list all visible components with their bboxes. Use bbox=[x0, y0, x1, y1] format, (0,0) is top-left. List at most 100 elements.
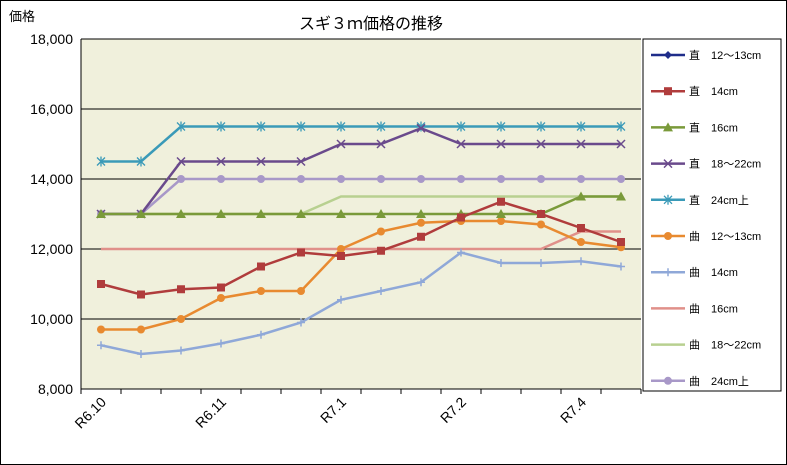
series-lines bbox=[96, 121, 626, 358]
data-point bbox=[96, 209, 106, 218]
data-point bbox=[663, 194, 673, 205]
legend-entry: 曲 24cm上 bbox=[651, 375, 749, 388]
legend-entry: 曲 18～22cm bbox=[651, 339, 761, 352]
series-line bbox=[101, 125, 621, 163]
data-point bbox=[497, 197, 505, 206]
legend-label: 曲 16cm bbox=[689, 302, 738, 315]
data-point bbox=[217, 339, 225, 348]
x-tick-label: R7.4 bbox=[557, 394, 589, 426]
y-tick-label: 12,000 bbox=[30, 241, 73, 257]
series-6 bbox=[97, 248, 625, 358]
data-point bbox=[617, 238, 625, 246]
data-point bbox=[377, 287, 385, 295]
legend-label: 直 24cm上 bbox=[689, 193, 749, 207]
data-point bbox=[136, 209, 146, 218]
data-point bbox=[97, 280, 105, 288]
data-point bbox=[577, 224, 585, 232]
data-point bbox=[617, 262, 625, 271]
data-point bbox=[177, 285, 185, 294]
data-point bbox=[337, 175, 345, 183]
data-point bbox=[177, 346, 185, 355]
data-point bbox=[97, 341, 105, 350]
x-tick-label: R7.1 bbox=[317, 394, 349, 426]
data-point bbox=[176, 209, 186, 218]
data-point bbox=[664, 376, 672, 385]
legend-label: 直 12～13cm bbox=[689, 48, 761, 62]
data-point bbox=[297, 287, 305, 295]
legend-entry: 曲 16cm bbox=[651, 302, 738, 315]
data-point bbox=[137, 325, 145, 334]
data-point bbox=[137, 350, 145, 358]
data-point bbox=[457, 248, 465, 257]
y-tick-label: 16,000 bbox=[30, 101, 73, 117]
data-point bbox=[216, 156, 226, 167]
data-point bbox=[576, 191, 586, 201]
legend-label: 直 18～22cm bbox=[689, 157, 761, 171]
data-point bbox=[217, 175, 225, 183]
x-tick-label: R6.10 bbox=[71, 394, 109, 432]
series-line bbox=[101, 219, 622, 331]
x-tick-label: R7.2 bbox=[437, 394, 469, 426]
data-point bbox=[663, 122, 673, 132]
data-point bbox=[136, 156, 146, 167]
data-point bbox=[216, 209, 226, 218]
data-point bbox=[617, 175, 625, 183]
data-point bbox=[297, 175, 305, 183]
data-point bbox=[176, 121, 186, 132]
data-point bbox=[96, 156, 106, 167]
data-point bbox=[416, 209, 426, 218]
data-point bbox=[616, 139, 626, 149]
data-point bbox=[297, 318, 305, 327]
data-point bbox=[257, 287, 265, 295]
data-point bbox=[417, 278, 425, 287]
data-point bbox=[217, 283, 225, 292]
data-point bbox=[337, 252, 345, 260]
data-point bbox=[497, 259, 505, 267]
data-point bbox=[537, 175, 545, 183]
legend-entry: 直 16cm bbox=[651, 120, 738, 134]
data-point bbox=[376, 121, 386, 132]
data-point bbox=[456, 121, 466, 132]
legend-entry: 直 12～13cm bbox=[651, 48, 761, 62]
legend-label: 曲 12～13cm bbox=[689, 230, 761, 243]
series-line bbox=[100, 251, 622, 356]
series-line bbox=[101, 230, 621, 251]
chart-title: スギ３ｍ価格の推移 bbox=[299, 15, 443, 33]
data-point bbox=[177, 315, 185, 323]
data-point bbox=[616, 191, 626, 201]
data-point bbox=[257, 330, 265, 339]
data-point bbox=[537, 210, 545, 218]
legend-box bbox=[642, 38, 782, 392]
data-point bbox=[576, 121, 586, 132]
series-1 bbox=[97, 197, 625, 299]
data-point bbox=[664, 87, 672, 96]
x-tick-label: R6.11 bbox=[192, 394, 229, 431]
y-tick-label: 8,000 bbox=[38, 381, 73, 397]
data-point bbox=[457, 175, 465, 183]
data-point bbox=[337, 245, 345, 253]
series-line bbox=[101, 126, 621, 216]
legend-label: 曲 14cm bbox=[689, 266, 738, 279]
series-line bbox=[101, 177, 621, 216]
data-point bbox=[616, 121, 626, 132]
y-tick-label: 18,000 bbox=[30, 31, 73, 47]
data-point bbox=[663, 159, 673, 169]
series-9 bbox=[97, 175, 625, 218]
data-point bbox=[577, 257, 585, 266]
data-point bbox=[377, 227, 385, 236]
y-axis-label: 価格 bbox=[9, 9, 35, 24]
data-point bbox=[496, 121, 506, 132]
data-point bbox=[296, 121, 306, 132]
data-point bbox=[256, 209, 266, 218]
data-point bbox=[97, 325, 105, 334]
data-point bbox=[176, 156, 186, 167]
data-point bbox=[336, 121, 346, 132]
data-point bbox=[296, 209, 306, 218]
data-point bbox=[256, 121, 266, 132]
data-point bbox=[377, 246, 385, 255]
data-point bbox=[177, 175, 185, 183]
data-point bbox=[337, 295, 345, 304]
data-point bbox=[497, 175, 505, 183]
